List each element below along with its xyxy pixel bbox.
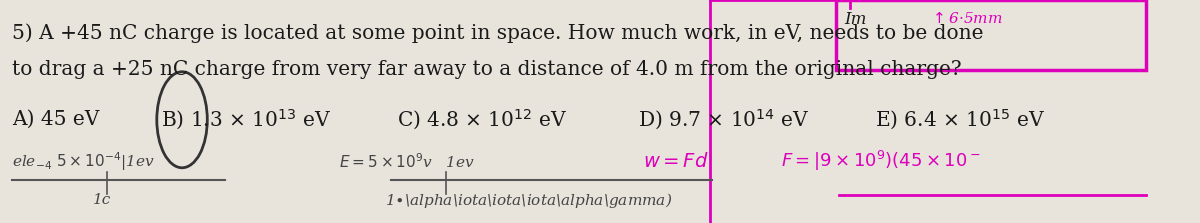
Text: E) 6.4 $\times$ 10$^{15}$ eV: E) 6.4 $\times$ 10$^{15}$ eV — [875, 107, 1045, 132]
Text: A) 45 eV: A) 45 eV — [12, 110, 100, 129]
Text: C) 4.8 $\times$ 10$^{12}$ eV: C) 4.8 $\times$ 10$^{12}$ eV — [397, 107, 566, 132]
Text: $F=|9\times10^9)(45\times10^-$: $F=|9\times10^9)(45\times10^-$ — [781, 149, 980, 173]
Text: $\uparrow$6$\cdot$5mm: $\uparrow$6$\cdot$5mm — [930, 11, 1003, 26]
Text: ele$_{-4}$ $5\times10^{-4}$|1ev: ele$_{-4}$ $5\times10^{-4}$|1ev — [12, 150, 155, 173]
Text: 1$\bullet$\alpha\iota\iota\iota\alpha\gamma): 1$\bullet$\alpha\iota\iota\iota\alpha\ga… — [385, 191, 672, 210]
Text: $E= 5\times10^9$v   1ev: $E= 5\times10^9$v 1ev — [340, 152, 475, 171]
Text: 5) A +45 nC charge is located at some point in space. How much work, in eV, need: 5) A +45 nC charge is located at some po… — [12, 24, 984, 43]
Text: D) 9.7 $\times$ 10$^{14}$ eV: D) 9.7 $\times$ 10$^{14}$ eV — [637, 107, 809, 132]
Text: 1c: 1c — [92, 194, 110, 207]
Text: B) 1.3 $\times$ 10$^{13}$ eV: B) 1.3 $\times$ 10$^{13}$ eV — [161, 107, 331, 132]
Text: Im: Im — [845, 11, 866, 28]
Text: to drag a +25 nC charge from very far away to a distance of 4.0 m from the origi: to drag a +25 nC charge from very far aw… — [12, 60, 961, 79]
Bar — [836, 0, 1146, 70]
Text: $w=Fd$: $w=Fd$ — [643, 152, 709, 171]
